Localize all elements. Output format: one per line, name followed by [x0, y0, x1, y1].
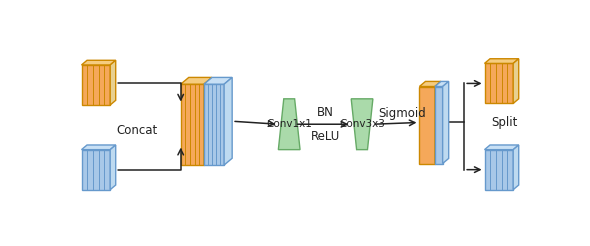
Polygon shape [81, 60, 116, 65]
Text: BN: BN [317, 106, 334, 119]
Polygon shape [204, 84, 224, 165]
Polygon shape [435, 81, 448, 87]
Text: ReLU: ReLU [311, 130, 340, 143]
Polygon shape [419, 81, 441, 87]
Polygon shape [435, 87, 442, 164]
Polygon shape [181, 84, 204, 165]
Polygon shape [484, 150, 513, 190]
Polygon shape [351, 99, 373, 150]
Polygon shape [224, 77, 232, 165]
Polygon shape [435, 81, 441, 164]
Polygon shape [513, 59, 519, 103]
Polygon shape [81, 145, 116, 150]
Text: Sigmoid: Sigmoid [378, 107, 426, 120]
Polygon shape [181, 77, 212, 84]
Polygon shape [278, 99, 300, 150]
Text: Split: Split [491, 116, 517, 129]
Text: Conv3x3: Conv3x3 [339, 119, 385, 129]
Polygon shape [484, 59, 519, 63]
Polygon shape [204, 77, 232, 84]
Polygon shape [513, 145, 519, 190]
Polygon shape [442, 81, 448, 164]
Text: Conv1x1: Conv1x1 [266, 119, 312, 129]
Polygon shape [484, 63, 513, 103]
Polygon shape [110, 145, 116, 190]
Text: Concat: Concat [117, 124, 158, 137]
Polygon shape [204, 77, 212, 165]
Polygon shape [419, 87, 435, 164]
Polygon shape [81, 65, 110, 105]
Polygon shape [110, 60, 116, 105]
Polygon shape [484, 145, 519, 150]
Polygon shape [81, 150, 110, 190]
